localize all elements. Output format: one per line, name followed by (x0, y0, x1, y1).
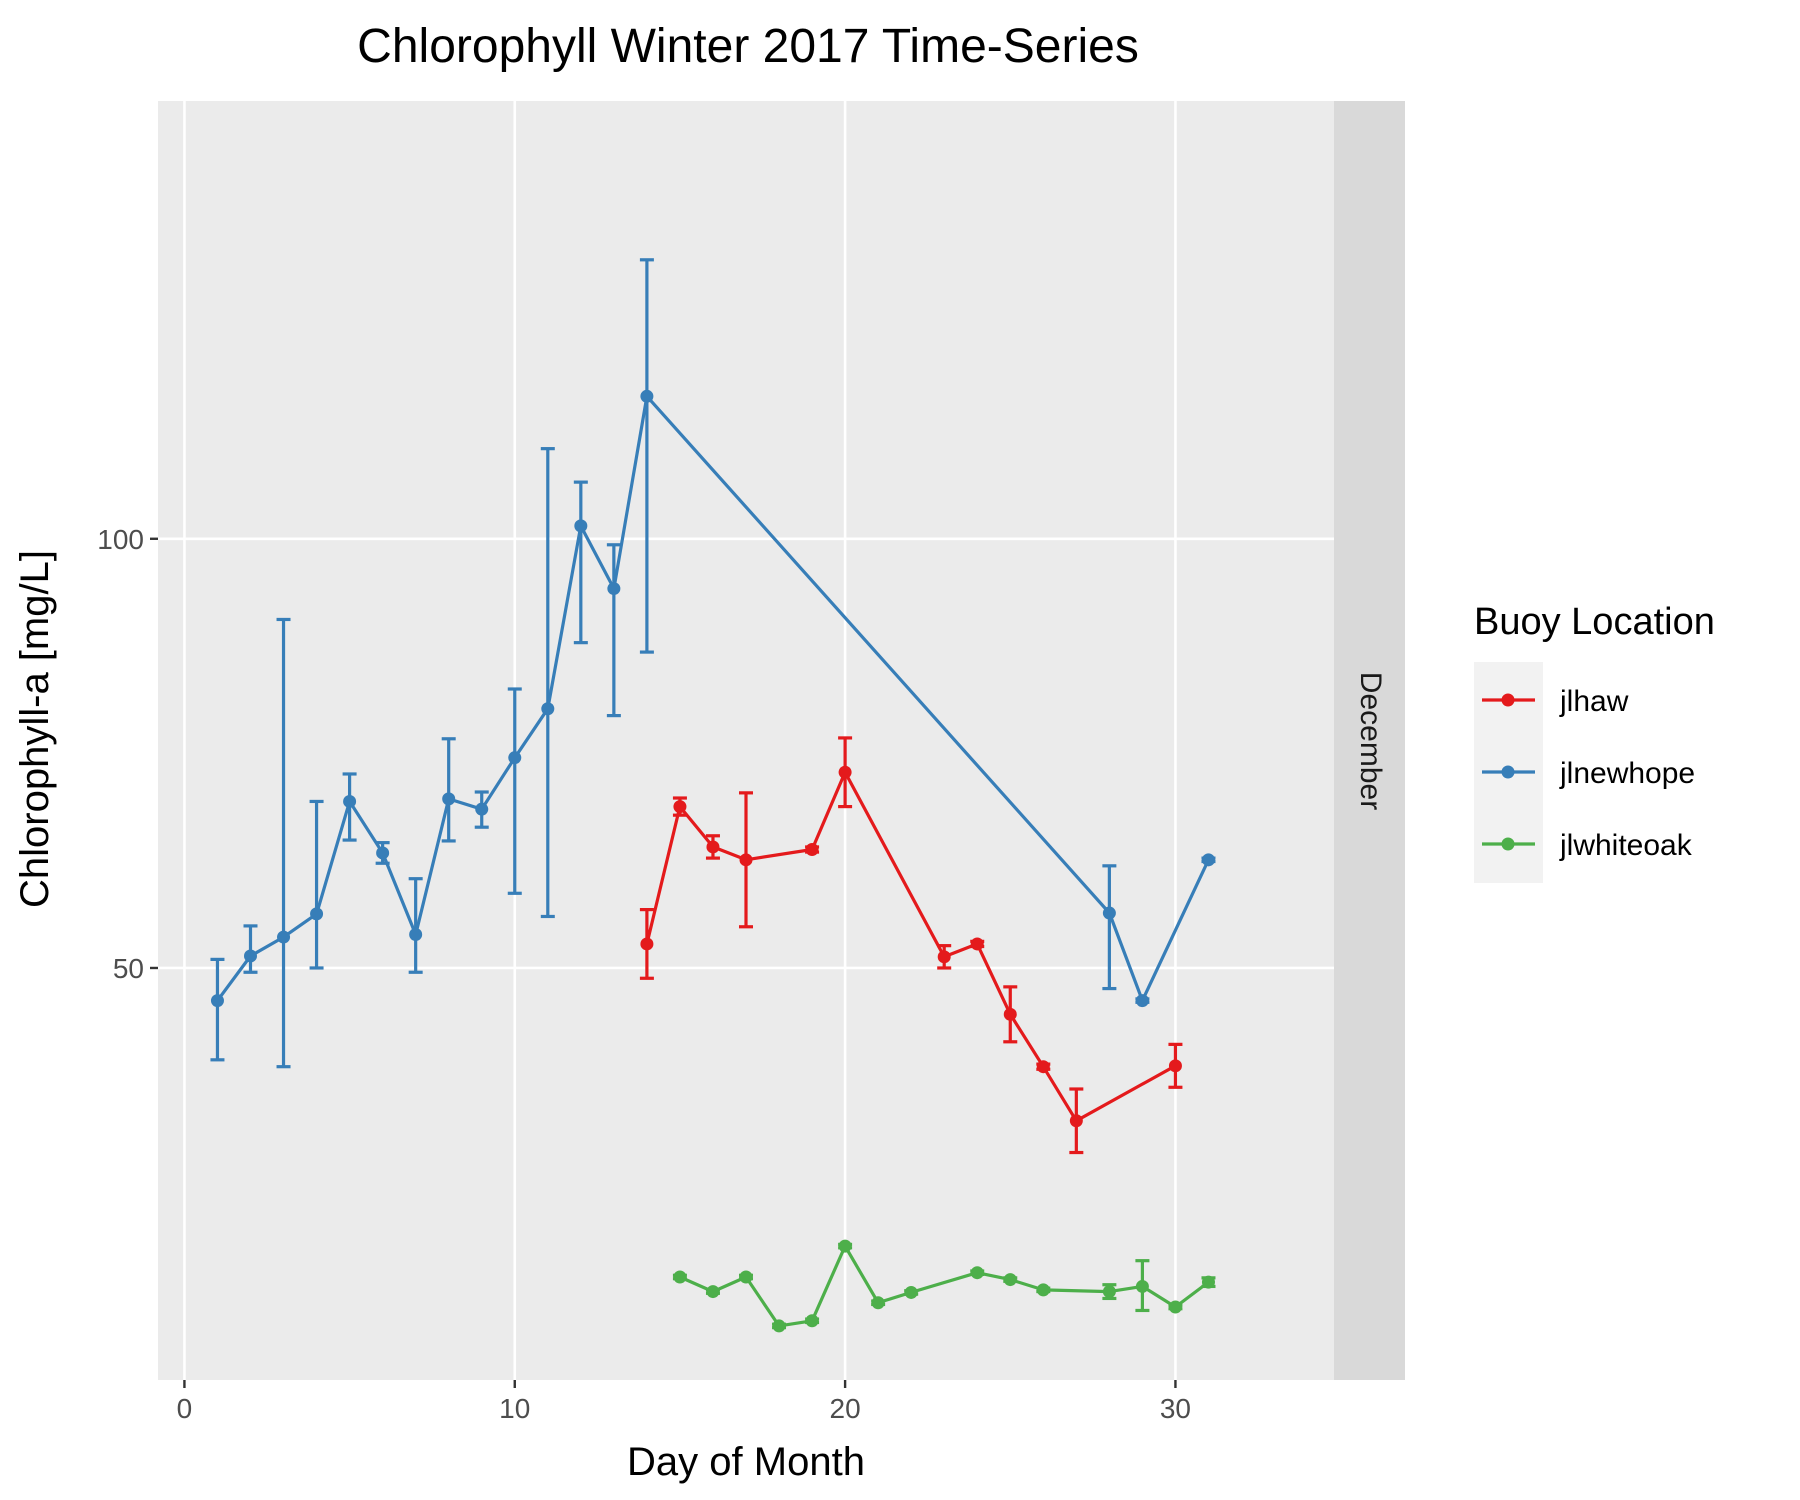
data-point (343, 794, 357, 808)
y-tick-label: 100 (97, 524, 144, 555)
legend-key-point (1501, 837, 1515, 851)
series-jlnewhope (210, 258, 1216, 1069)
data-point (475, 802, 489, 816)
data-point (970, 1266, 984, 1280)
legend-key-point (1501, 693, 1515, 707)
series-jlhaw (639, 736, 1183, 1155)
data-point (1135, 1279, 1149, 1293)
data-point (772, 1319, 786, 1333)
data-point (574, 519, 588, 533)
plot-panel (158, 101, 1334, 1380)
data-point (310, 907, 324, 921)
data-point (1003, 1007, 1017, 1021)
data-point (243, 949, 257, 963)
series-jlwhiteoak (672, 1239, 1216, 1333)
data-point (1201, 1275, 1215, 1289)
legend: Buoy Location jlhaw jlnewhope jlwhiteoak (1474, 601, 1715, 883)
data-point (1135, 994, 1149, 1008)
x-axis-title: Day of Month (627, 1440, 865, 1484)
data-point (1168, 1059, 1182, 1073)
data-point (508, 751, 522, 765)
data-point (970, 937, 984, 951)
data-point (1036, 1283, 1050, 1297)
facet-strip (1334, 101, 1405, 1380)
data-point (1168, 1300, 1182, 1314)
legend-label: jlhaw (1559, 685, 1629, 718)
x-tick-label: 10 (499, 1393, 530, 1424)
series-line (645, 770, 1177, 1123)
data-point (805, 1314, 819, 1328)
data-point (376, 846, 390, 860)
data-point (1069, 1114, 1083, 1128)
x-tick-label: 20 (830, 1393, 861, 1424)
series-layer (210, 258, 1216, 1333)
legend-title: Buoy Location (1474, 601, 1715, 643)
data-point (706, 1285, 720, 1299)
axes-layer: 0 10 20 30 50 100 (97, 524, 1191, 1424)
data-point (640, 937, 654, 951)
data-point (1102, 1285, 1116, 1299)
data-point (640, 389, 654, 403)
data-point (706, 840, 720, 854)
x-tick-label: 0 (177, 1393, 193, 1424)
data-point (1003, 1273, 1017, 1287)
data-point (673, 1270, 687, 1284)
data-point (871, 1296, 885, 1310)
data-point (805, 843, 819, 857)
data-point (277, 930, 291, 944)
y-tick-label: 50 (113, 953, 144, 984)
data-point (673, 800, 687, 814)
data-point (838, 1239, 852, 1253)
data-point (1201, 853, 1215, 867)
chart-title: Chlorophyll Winter 2017 Time-Series (357, 20, 1139, 73)
data-point (442, 792, 456, 806)
data-point (1036, 1060, 1050, 1074)
legend-label: jlnewhope (1559, 757, 1695, 790)
y-axis-title: Chlorophyll-a [mg/L] (13, 550, 57, 908)
data-point (739, 853, 753, 867)
data-point (409, 927, 423, 941)
facet-strip-label: December (1354, 672, 1387, 810)
data-point (607, 582, 621, 596)
legend-key-point (1501, 765, 1515, 779)
data-point (210, 994, 224, 1008)
data-point (541, 702, 555, 716)
data-point (937, 950, 951, 964)
legend-label: jlwhiteoak (1559, 829, 1693, 862)
data-point (838, 765, 852, 779)
data-point (1102, 906, 1116, 920)
x-tick-label: 30 (1160, 1393, 1191, 1424)
data-point (904, 1285, 918, 1299)
data-point (739, 1270, 753, 1284)
